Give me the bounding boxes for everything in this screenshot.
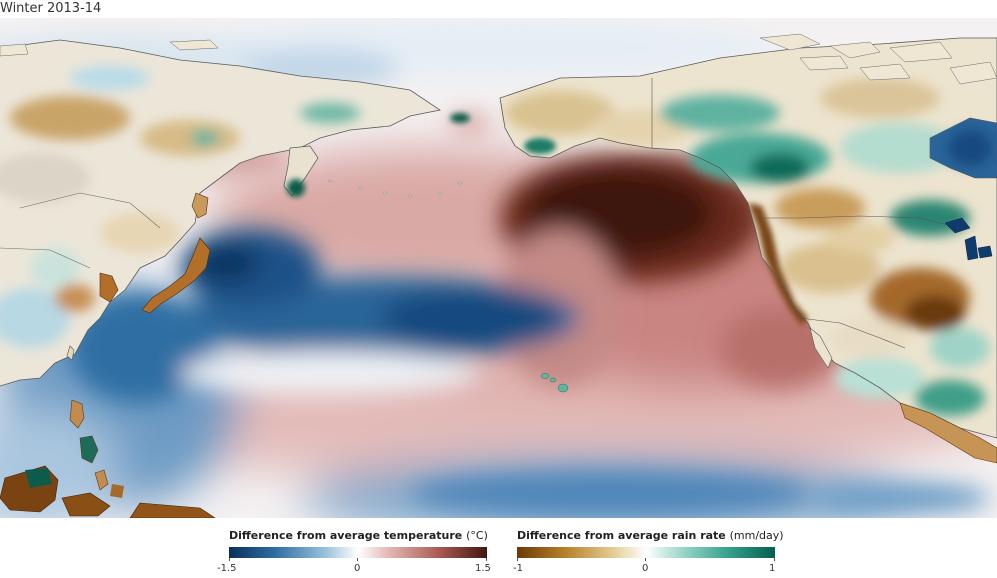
temperature-tick-min: -1.5 xyxy=(217,563,237,574)
maritime-continent xyxy=(0,465,216,518)
temperature-legend-title: Difference from average temperature (°C) xyxy=(229,529,488,543)
north-america-land xyxy=(499,37,997,439)
rain-tick-mid: 0 xyxy=(642,563,649,574)
temperature-legend: Difference from average temperature (°C)… xyxy=(217,529,491,575)
temperature-tick-max: 1.5 xyxy=(475,563,491,574)
temperature-legend-unit: (°C) xyxy=(466,529,488,542)
temperature-legend-label: Difference from average temperature xyxy=(229,529,463,542)
rain-tick-min: -1 xyxy=(513,563,523,574)
temperature-tick-labels: -1.5 0 1.5 xyxy=(217,563,491,575)
central-america xyxy=(899,402,997,464)
korea xyxy=(99,272,119,303)
temperature-tick-mid: 0 xyxy=(354,563,361,574)
rain-tick-max: 1 xyxy=(769,563,776,574)
hawaii-islands xyxy=(540,373,569,393)
rain-legend-unit: (mm/day) xyxy=(729,529,784,542)
rain-legend: Difference from average rain rate (mm/da… xyxy=(513,529,784,575)
rain-legend-label: Difference from average rain rate xyxy=(517,529,726,542)
temperature-colorbar xyxy=(229,547,487,558)
taiwan xyxy=(66,345,75,361)
rain-legend-title: Difference from average rain rate (mm/da… xyxy=(517,529,784,543)
anomaly-map xyxy=(0,18,997,518)
philippines xyxy=(69,399,109,491)
map-title: Winter 2013-14 xyxy=(0,1,102,16)
temperature-tick-marks xyxy=(229,558,487,561)
great-lakes xyxy=(944,217,993,261)
rain-tick-labels: -1 0 1 xyxy=(513,563,776,575)
aleutians xyxy=(327,179,463,198)
japan xyxy=(141,192,211,314)
rain-colorbar xyxy=(517,547,775,558)
arctic-islands xyxy=(0,33,997,85)
baja xyxy=(809,327,833,369)
rain-tick-marks xyxy=(517,558,775,561)
